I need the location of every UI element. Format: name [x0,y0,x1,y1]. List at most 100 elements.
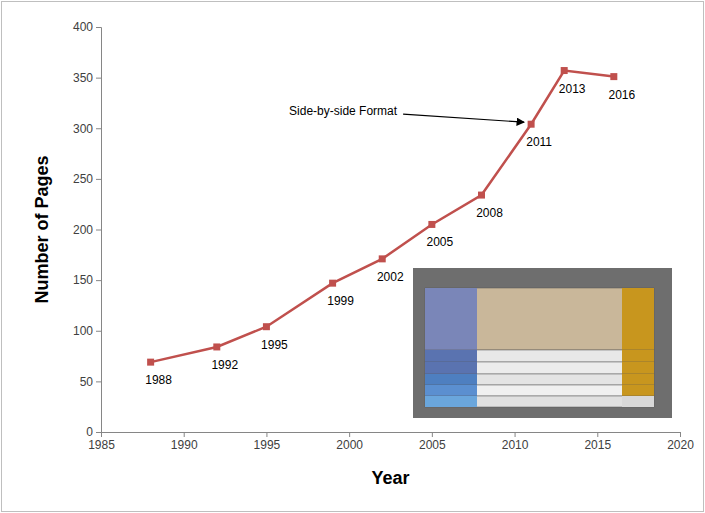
tick-label: 200 [73,223,93,237]
photo-book-spine [425,385,477,396]
photo-book-edge [622,288,654,350]
photo-book-edge [622,396,654,407]
point [610,73,617,80]
tick: 150 [73,273,101,287]
point [428,221,435,228]
tick-label: 2010 [502,438,529,452]
photo-book-spine [425,362,477,374]
point-label: 2016 [608,88,635,102]
photo-book [425,396,654,407]
tick-mark [96,432,101,433]
point [263,323,270,330]
tick: 250 [73,172,101,186]
tick-label: 400 [73,20,93,34]
photo-inset [413,268,672,418]
tick: 2015 [584,432,611,452]
photo-book [425,350,654,362]
tick: 1995 [254,432,281,452]
tick-label: 2000 [336,438,363,452]
tick-mark [96,230,101,231]
tick-mark [96,128,101,129]
point-label: 2005 [427,235,454,249]
tick-label: 2015 [584,438,611,452]
photo-book-spine [425,350,477,362]
tick: 2000 [336,432,363,452]
tick-label: 100 [73,324,93,338]
tick: 300 [73,122,101,136]
point-label: 1999 [327,294,354,308]
tick-mark [96,381,101,382]
annotation: Side-by-side Format [289,104,398,118]
tick-mark [349,432,350,437]
tick-label: 350 [73,71,93,85]
x-axis-title: Year [371,468,409,488]
tick: 350 [73,71,101,85]
photo-book [425,385,654,396]
photo-book-spine [425,288,477,350]
x-axis: 1985 1990 1995 2000 2005 2010 2015 2020 [88,432,694,452]
tick: 0 [86,425,101,439]
tick: 200 [73,223,101,237]
tick: 2020 [667,432,694,452]
photo-book-spine [425,396,477,407]
frame [2,2,704,512]
photo-book [425,374,654,385]
point [478,192,485,199]
tick-mark [96,27,101,28]
point-label: 1988 [145,373,172,387]
point-label: 2002 [377,270,404,284]
chart: 1985 1990 1995 2000 2005 2010 2015 2020 0 50 100 15… [0,0,705,513]
tick-mark [96,280,101,281]
point [147,359,154,366]
annotation-arrow [403,114,524,122]
tick: 50 [80,375,101,389]
point [329,280,336,287]
tick-mark [515,432,516,437]
tick: 100 [73,324,101,338]
tick-mark [184,432,185,437]
tick-label: 300 [73,122,93,136]
y-axis-title: Number of Pages [32,155,52,303]
point-label: 1992 [211,358,238,372]
tick-label: 0 [86,425,93,439]
tick: 1990 [171,432,198,452]
axis-line [96,28,102,433]
tick-label: 2005 [419,438,446,452]
tick-mark [96,179,101,180]
photo-book [425,288,654,350]
tick-label: 1995 [254,438,281,452]
point-label: 2013 [559,82,586,96]
tick-mark [680,432,681,437]
point-label: 1995 [261,338,288,352]
photo-book-edge [622,362,654,374]
photo-bg [413,268,672,418]
point-label: 2011 [526,135,552,149]
series-line [151,71,614,363]
tick-mark [96,331,101,332]
photo-book-spine [425,374,477,385]
tick-label: 250 [73,172,93,186]
photo-book-edge [622,374,654,385]
point [213,343,220,350]
photo-book-edge [622,350,654,362]
tick-label: 1985 [88,438,115,452]
point-labels: 1988 1992 1995 1999 2002 2005 2008 2011 2013 2016 [145,82,635,388]
photo-book-edge [622,385,654,396]
y-axis: 0 50 100 150 200 250 300 350 400 [73,20,102,439]
tick-label: 2020 [667,438,694,452]
tick-mark [96,78,101,79]
photo-book [425,362,654,374]
tick: 400 [73,20,101,34]
point [379,255,386,262]
plot-area [147,67,617,366]
tick-label: 50 [80,375,94,389]
tick-label: 1990 [171,438,198,452]
tick-label: 150 [73,273,93,287]
point-label: 2008 [476,206,503,220]
tick-mark [432,432,433,437]
point [528,121,535,128]
tick-mark [597,432,598,437]
axis-line [102,433,681,438]
point [561,67,568,74]
tick: 2010 [502,432,529,452]
